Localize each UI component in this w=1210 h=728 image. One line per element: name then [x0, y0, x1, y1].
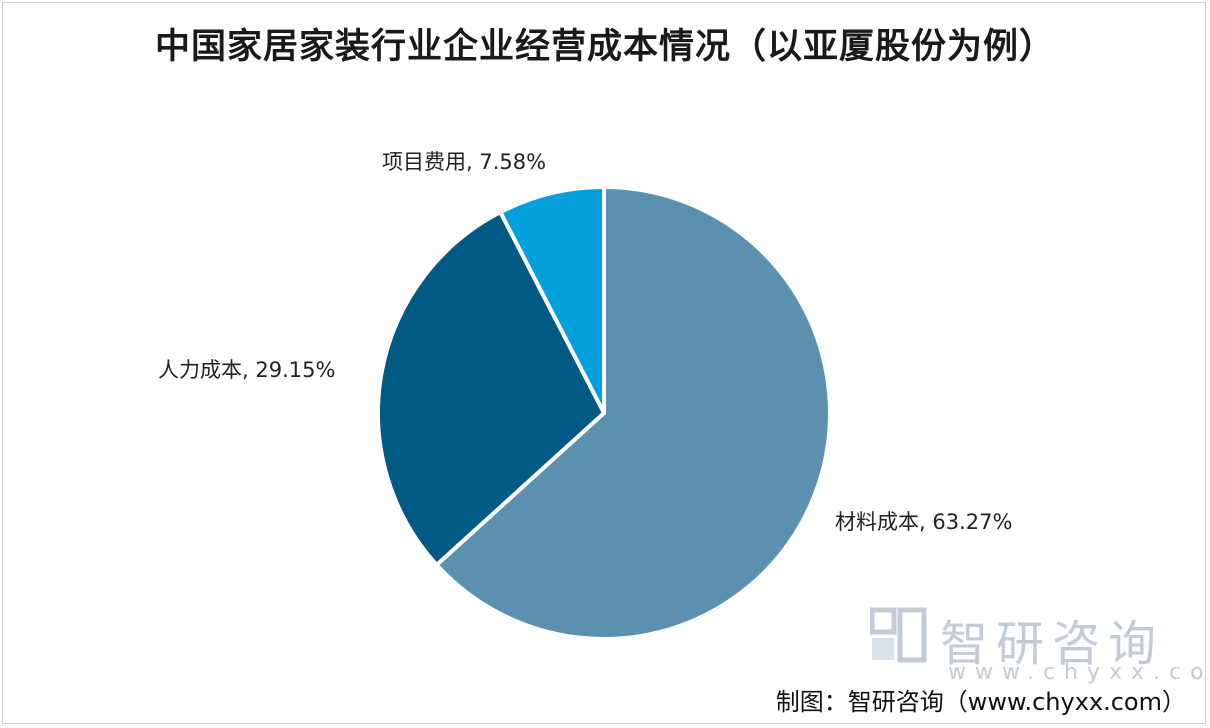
pie-slice-labor — [376, 210, 606, 567]
slice-label-labor: 人力成本, 29.15% — [158, 358, 336, 382]
chart-source: 制图：智研咨询（www.chyxx.com） — [775, 688, 1186, 716]
watermark-url: www.chyxx.com — [948, 660, 1210, 685]
chart-title: 中国家居家装行业企业经营成本情况（以亚厦股份为例） — [154, 26, 1055, 67]
slice-label-project: 项目费用, 7.58% — [382, 150, 547, 174]
watermark: 智研咨询 www.chyxx.com — [870, 600, 1210, 690]
pie-slice-material — [434, 185, 832, 641]
pie-slice-project — [498, 185, 606, 415]
watermark-name: 智研咨询 — [940, 616, 1165, 672]
slice-label-material: 材料成本, 63.27% — [835, 510, 1013, 534]
chyxx-logo-icon — [870, 607, 927, 663]
